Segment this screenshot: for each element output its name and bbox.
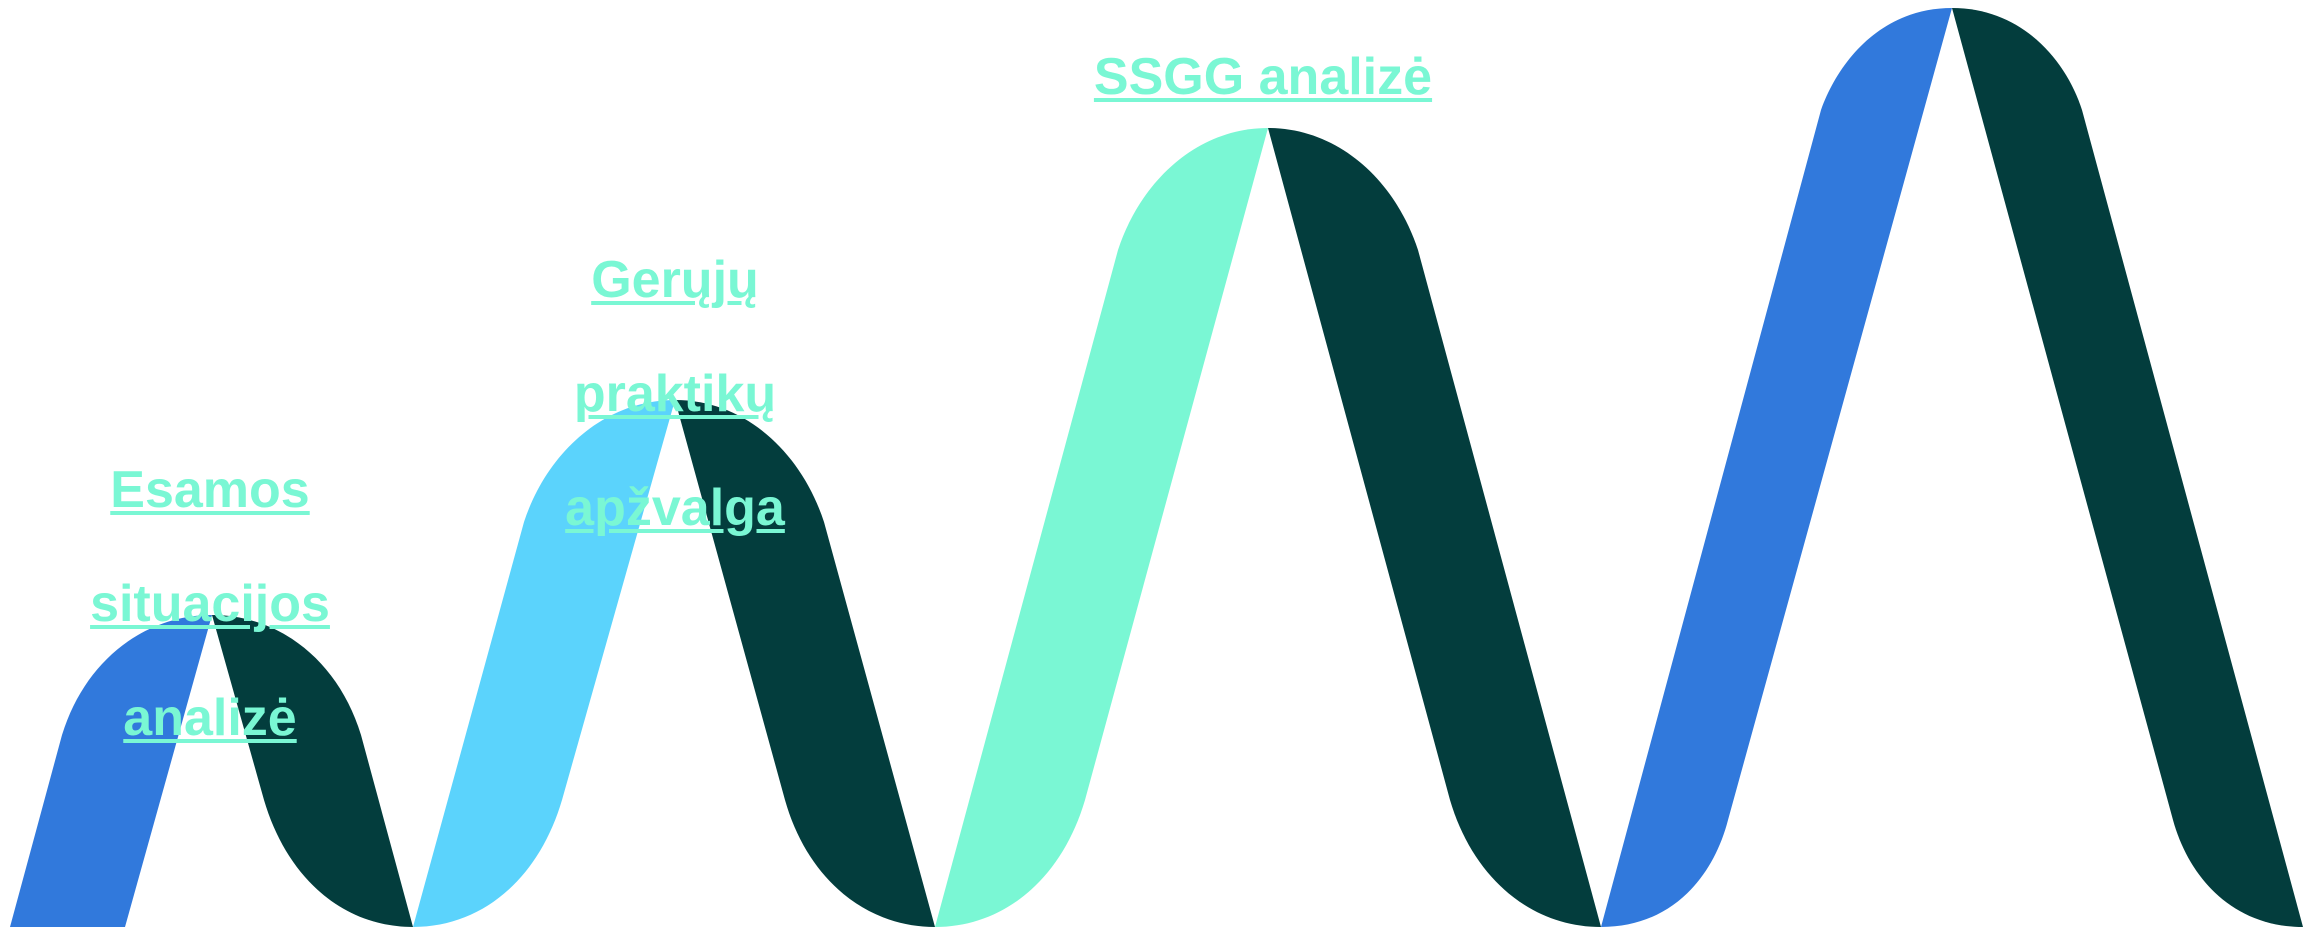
step-3-rising-band xyxy=(935,128,1268,927)
step-3-label-ssgg-analize[interactable]: SSGG analizė xyxy=(1063,0,1463,163)
step-1-label-esamos-situacijos-analize[interactable]: Esamos situacijos analizė xyxy=(60,405,360,804)
step-3-falling-band xyxy=(1268,128,1601,927)
step-1-rising-band xyxy=(10,615,212,927)
step-1-label-line-3: analizė xyxy=(123,689,297,747)
step-2-rising-band xyxy=(413,400,675,927)
step-2-label-line-2: praktikų xyxy=(573,365,777,423)
step-3-label-line-1: SSGG analizė xyxy=(1093,48,1433,106)
step-1-falling-band xyxy=(212,615,413,927)
step-2-label-geruju-praktiku-apzvalga[interactable]: Gerųjų praktikų apžvalga xyxy=(525,195,825,594)
step-1-label-line-1: Esamos xyxy=(110,461,310,519)
step-2-falling-band xyxy=(675,400,935,927)
step-4-rising-band xyxy=(1601,8,1952,927)
step-2-label-line-3: apžvalga xyxy=(565,479,785,537)
step-4-falling-band xyxy=(1952,8,2303,927)
step-2-label-line-1: Gerųjų xyxy=(591,251,759,309)
step-1-label-line-2: situacijos xyxy=(90,575,330,633)
